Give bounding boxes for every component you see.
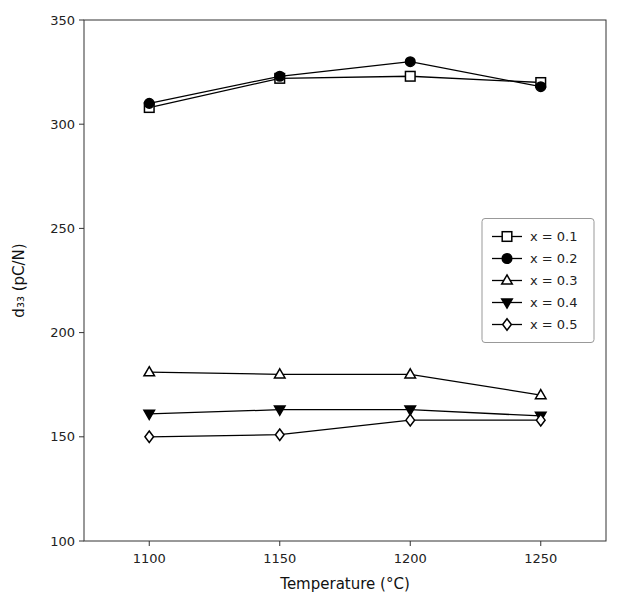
data-point (536, 82, 546, 92)
legend-label: x = 0.4 (530, 295, 578, 310)
x-tick-label: 1200 (394, 551, 427, 566)
data-point (405, 369, 416, 378)
legend-marker (502, 275, 513, 284)
series-line (149, 62, 541, 104)
x-tick (149, 541, 150, 546)
series (144, 367, 546, 399)
data-point (144, 367, 155, 376)
y-tick (79, 332, 84, 333)
series-line (149, 76, 541, 107)
x-tick (410, 541, 411, 546)
series (144, 406, 546, 421)
legend-label: x = 0.2 (530, 251, 578, 266)
y-tick-label: 300 (50, 117, 75, 132)
legend-box (482, 219, 594, 343)
data-point (274, 369, 285, 378)
y-tick (79, 436, 84, 437)
y-tick (79, 124, 84, 125)
y-tick (79, 541, 84, 542)
legend-marker (502, 254, 512, 264)
legend-marker (503, 319, 512, 331)
data-point (406, 414, 415, 426)
y-tick (79, 228, 84, 229)
data-point (274, 406, 285, 415)
legend-label: x = 0.3 (530, 273, 578, 288)
data-point (144, 410, 155, 419)
series (144, 57, 545, 108)
series-line (149, 410, 541, 416)
y-tick (79, 20, 84, 21)
y-tick-label: 200 (50, 325, 75, 340)
data-point (405, 71, 415, 81)
x-tick-label: 1250 (524, 551, 557, 566)
plot-frame (84, 20, 606, 541)
x-tick (279, 541, 280, 546)
y-tick-label: 150 (50, 429, 75, 444)
data-point (144, 99, 154, 109)
series-line (149, 420, 541, 437)
y-tick-label: 350 (50, 13, 75, 28)
legend-marker (502, 299, 513, 308)
series (145, 414, 545, 442)
legend: x = 0.1 x = 0.2 x = 0.3 x = 0.4 x = 0.5 (482, 219, 594, 343)
y-tick-label: 250 (50, 221, 75, 236)
data-point (535, 390, 546, 399)
legend-label: x = 0.5 (530, 317, 578, 332)
data-point (405, 57, 415, 67)
x-tick-label: 1150 (263, 551, 296, 566)
data-point (145, 431, 154, 443)
y-axis-label: d₃₃ (pC/N) (10, 243, 28, 317)
data-point (536, 414, 545, 426)
series-line (149, 372, 541, 395)
data-point (275, 71, 285, 81)
chart-svg: 1100 1150 1200 1250 100 150 200 250 300 350 Temper… (0, 0, 628, 605)
x-tick (540, 541, 541, 546)
x-tick-label: 1100 (133, 551, 166, 566)
y-tick-label: 100 (50, 534, 75, 549)
x-axis-label: Temperature (°C) (279, 575, 409, 593)
chart-container: 1100 1150 1200 1250 100 150 200 250 300 350 Temper… (0, 0, 628, 605)
legend-label: x = 0.1 (530, 229, 578, 244)
data-point (275, 429, 284, 441)
legend-marker (502, 232, 512, 242)
